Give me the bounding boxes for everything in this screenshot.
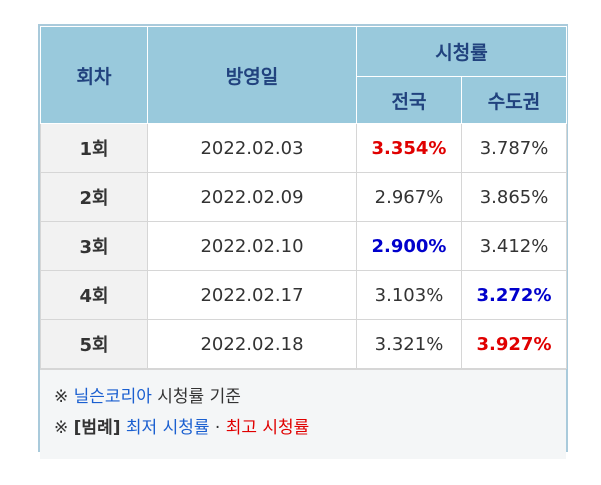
table-row: 3회 2022.02.10 2.900% 3.412% <box>40 221 568 271</box>
capital-cell: 3.865% <box>460 172 568 222</box>
nationwide-cell: 3.321% <box>356 319 462 369</box>
episode-cell: 2회 <box>40 172 148 222</box>
legend-separator: · <box>214 418 221 438</box>
date-cell: 2022.02.17 <box>147 270 357 320</box>
table-notes: ※ 닐슨코리아 시청률 기준 ※ [범례] 최저 시청률 · 최고 시청률 <box>40 369 566 459</box>
date-cell: 2022.02.03 <box>147 123 357 173</box>
ratings-table-container: 회차 방영일 시청률 전국 수도권 1회 2022.02.03 3.354% 3… <box>38 24 568 459</box>
legend-label: [범례] <box>73 418 121 438</box>
nationwide-cell: 2.900% <box>356 221 462 271</box>
header-air-date: 방영일 <box>147 26 357 124</box>
date-cell: 2022.02.10 <box>147 221 357 271</box>
nationwide-cell: 3.103% <box>356 270 462 320</box>
table-row: 5회 2022.02.18 3.321% 3.927% <box>40 319 568 369</box>
table-row: 1회 2022.02.03 3.354% 3.787% <box>40 123 568 173</box>
source-note: ※ 닐슨코리아 시청률 기준 <box>54 382 566 413</box>
episode-cell: 1회 <box>40 123 148 173</box>
capital-cell: 3.927% <box>460 319 568 369</box>
source-note-text: 시청률 기준 <box>157 387 241 407</box>
capital-cell: 3.412% <box>460 221 568 271</box>
nationwide-cell: 3.354% <box>356 123 462 173</box>
legend-min: 최저 시청률 <box>125 418 210 438</box>
reference-mark-icon: ※ <box>54 387 69 407</box>
capital-cell: 3.787% <box>460 123 568 173</box>
nationwide-cell: 2.967% <box>356 172 462 222</box>
header-ratings: 시청률 <box>355 26 568 77</box>
legend-max: 최고 시청률 <box>225 418 310 438</box>
header-nationwide: 전국 <box>356 76 462 124</box>
ratings-table: 회차 방영일 시청률 전국 수도권 1회 2022.02.03 3.354% 3… <box>40 26 568 369</box>
header-episode: 회차 <box>40 26 148 124</box>
source-link[interactable]: 닐슨코리아 <box>73 387 152 407</box>
episode-cell: 3회 <box>40 221 148 271</box>
table-row: 4회 2022.02.17 3.103% 3.272% <box>40 270 568 320</box>
episode-cell: 5회 <box>40 319 148 369</box>
legend-note: ※ [범례] 최저 시청률 · 최고 시청률 <box>54 413 566 444</box>
reference-mark-icon: ※ <box>54 418 69 438</box>
date-cell: 2022.02.18 <box>147 319 357 369</box>
header-capital: 수도권 <box>460 76 568 124</box>
episode-cell: 4회 <box>40 270 148 320</box>
date-cell: 2022.02.09 <box>147 172 357 222</box>
capital-cell: 3.272% <box>460 270 568 320</box>
table-row: 2회 2022.02.09 2.967% 3.865% <box>40 172 568 222</box>
